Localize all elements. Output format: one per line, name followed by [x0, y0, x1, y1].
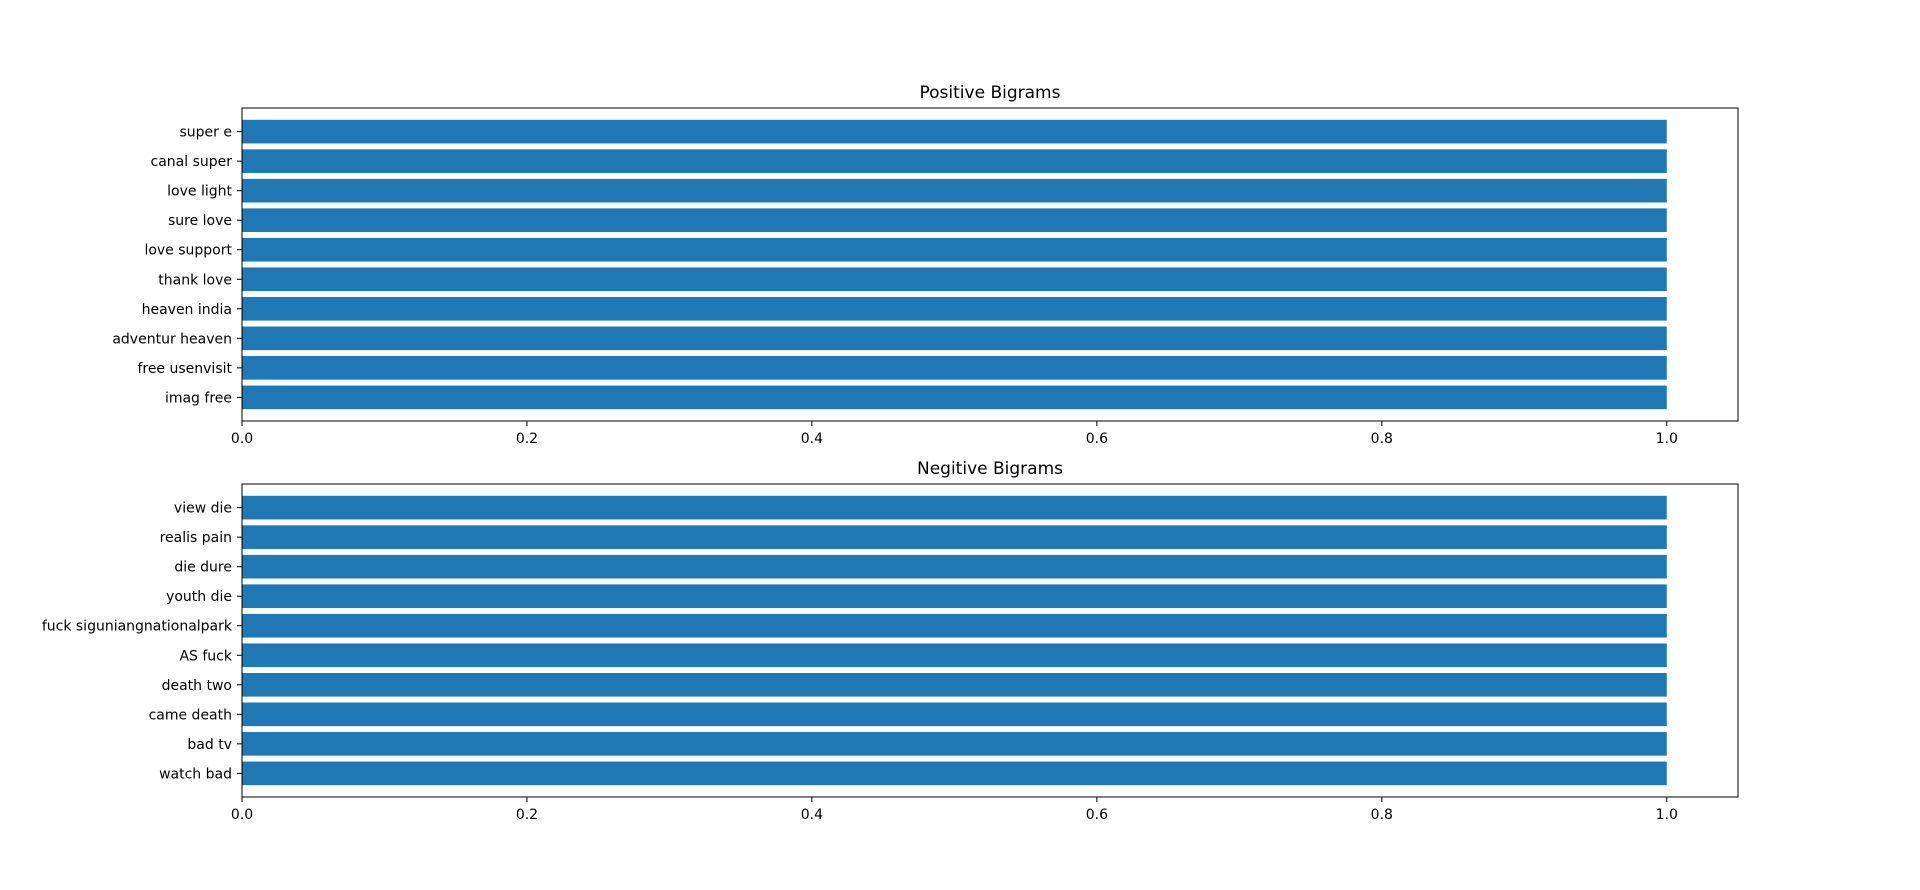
positive-x-tick-label: 0.6 [1086, 431, 1108, 447]
negative-x-tick-label: 1.0 [1656, 807, 1678, 823]
positive-x-tick-label: 0.0 [231, 431, 253, 447]
negative-axes-frame [241, 483, 1739, 798]
positive-bar [242, 267, 1667, 292]
positive-bar [242, 119, 1667, 144]
negative-category-label: die dure [174, 560, 232, 576]
positive-x-tick-label: 0.4 [801, 431, 823, 447]
positive-bar [242, 178, 1667, 203]
negative-bar [242, 761, 1667, 786]
negative-bar [242, 525, 1667, 549]
negative-x-tick-label: 0.8 [1371, 807, 1393, 823]
negative-category-label: youth die [166, 589, 232, 605]
positive-bar [242, 208, 1667, 233]
positive-category-label: thank love [158, 272, 232, 288]
positive-category-label: canal super [151, 154, 233, 170]
negative-bar [242, 554, 1667, 579]
negative-bigrams-chart: Negitive Bigrams view die realis pain die … [42, 459, 1739, 823]
negative-bar [242, 584, 1667, 609]
negative-category-label: bad tv [187, 737, 232, 753]
positive-category-label: imag free [165, 390, 232, 406]
positive-bar [242, 385, 1667, 410]
positive-bar [242, 149, 1667, 173]
positive-chart-title: Positive Bigrams [920, 83, 1061, 103]
positive-category-label: sure love [168, 213, 232, 229]
positive-bar [242, 326, 1667, 351]
negative-x-tick-label: 0.0 [231, 807, 253, 823]
positive-bar [242, 356, 1667, 380]
positive-x-tick-label: 0.8 [1371, 431, 1393, 447]
negative-bar [242, 702, 1667, 727]
negative-category-label: death two [162, 678, 232, 694]
positive-category-label: free usenvisit [137, 361, 232, 377]
positive-category-label: love support [144, 243, 232, 259]
negative-x-tick-label: 0.2 [516, 807, 538, 823]
negative-category-label: came death [149, 707, 232, 723]
negative-x-tick-label: 0.6 [1086, 807, 1108, 823]
positive-category-label: super e [180, 125, 233, 141]
negative-bar [242, 643, 1667, 668]
positive-category-label: adventur heaven [112, 331, 232, 347]
positive-axes-frame [241, 107, 1739, 422]
positive-bigrams-chart: Positive Bigrams super e canal super love … [112, 83, 1739, 447]
positive-category-label: love light [167, 184, 232, 200]
negative-category-label: fuck siguniangnationalpark [42, 619, 233, 635]
negative-x-tick-label: 0.4 [801, 807, 823, 823]
positive-x-tick-label: 0.2 [516, 431, 538, 447]
negative-category-label: AS fuck [179, 648, 232, 664]
negative-category-label: realis pain [160, 530, 232, 546]
negative-bar [242, 613, 1667, 638]
positive-category-label: heaven india [142, 302, 232, 318]
negative-chart-title: Negitive Bigrams [917, 459, 1063, 479]
negative-category-label: watch bad [159, 766, 232, 782]
positive-x-tick-label: 1.0 [1656, 431, 1678, 447]
positive-bar [242, 296, 1667, 321]
negative-category-label: view die [174, 501, 232, 517]
negative-bar [242, 495, 1667, 520]
negative-bar [242, 732, 1667, 756]
negative-bar [242, 672, 1667, 697]
positive-bar [242, 237, 1667, 262]
